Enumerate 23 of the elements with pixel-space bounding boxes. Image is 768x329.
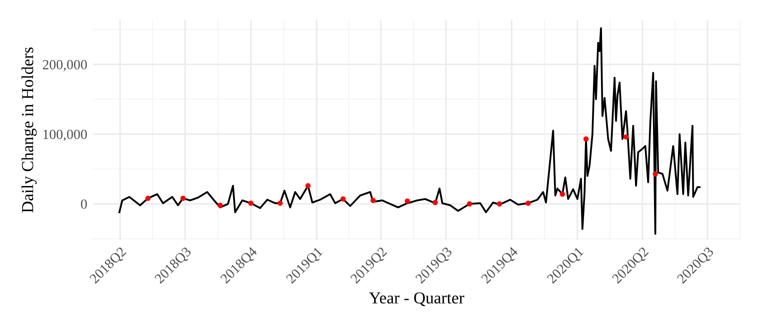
y-tick-label: 0 xyxy=(80,199,87,209)
y-tick-label: 100,000 xyxy=(43,130,87,142)
point xyxy=(404,198,410,204)
point xyxy=(248,200,254,206)
line-series xyxy=(118,27,701,235)
point xyxy=(278,200,283,206)
point xyxy=(180,196,186,201)
point xyxy=(560,192,566,197)
point xyxy=(145,196,151,201)
point xyxy=(370,198,376,204)
point xyxy=(305,183,311,188)
point xyxy=(623,134,629,140)
point xyxy=(526,200,531,206)
point xyxy=(340,196,346,202)
x-axis-title: Year - Quarter xyxy=(369,292,464,306)
point xyxy=(496,201,502,206)
point xyxy=(466,201,472,206)
point xyxy=(583,136,589,142)
y-axis-title: Daily Change in Holders xyxy=(22,47,37,213)
point xyxy=(652,171,658,176)
point xyxy=(218,202,223,208)
y-tick-label: 200,000 xyxy=(42,60,87,72)
point xyxy=(432,200,438,206)
